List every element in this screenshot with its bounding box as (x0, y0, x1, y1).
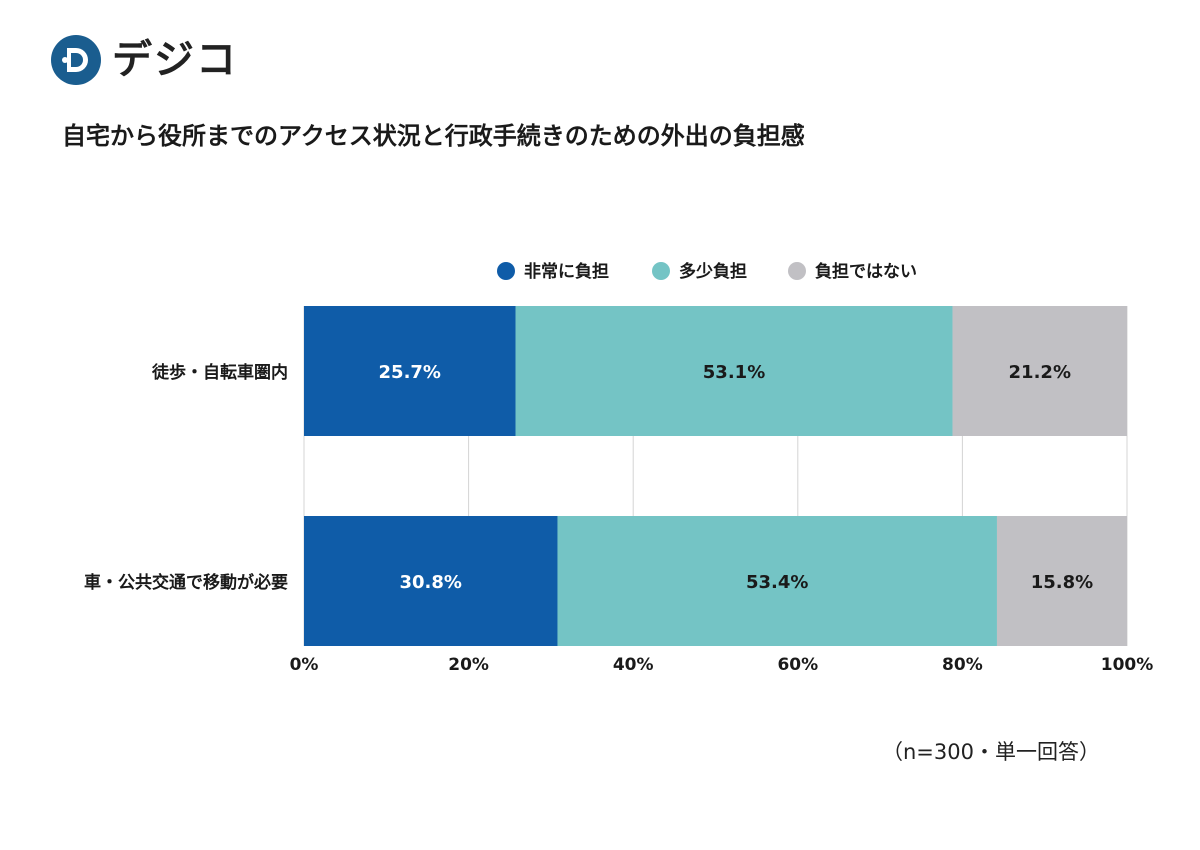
legend-marker-2 (788, 262, 806, 280)
x-tick-label-2: 40% (613, 655, 654, 675)
sample-note: （n=300・単一回答） (882, 740, 1100, 764)
data-label-1-1: 53.4% (746, 572, 808, 593)
data-label-1-0: 30.8% (400, 572, 462, 593)
bar-segment-0-0 (304, 306, 516, 436)
bar-segment-0-2 (952, 306, 1127, 436)
data-label-1-2: 15.8% (1031, 572, 1093, 593)
legend-label-1: 多少負担 (679, 261, 747, 282)
x-tick-label-0: 0% (290, 655, 319, 675)
legend-label-0: 非常に負担 (524, 261, 609, 282)
x-tick-label-4: 80% (942, 655, 983, 675)
legend-marker-0 (497, 262, 515, 280)
data-label-0-2: 21.2% (1009, 362, 1071, 383)
bar-segment-0-1 (515, 306, 953, 436)
legend-label-2: 負担ではない (815, 262, 917, 282)
x-tick-label-5: 100% (1101, 655, 1154, 675)
data-label-0-1: 53.1% (703, 362, 765, 383)
category-label-0: 徒歩・自転車圏内 (151, 362, 288, 383)
bar-segment-1-2 (996, 516, 1127, 646)
brand-logo: デジコ (50, 34, 238, 86)
logo-text: デジコ (112, 37, 238, 83)
chart-title: 自宅から役所までのアクセス状況と行政手続きのための外出の負担感 (62, 122, 805, 150)
x-tick-label-3: 60% (777, 655, 818, 675)
x-tick-label-1: 20% (448, 655, 489, 675)
data-label-0-0: 25.7% (379, 362, 441, 383)
logo-mark-icon (51, 35, 101, 85)
bar-segment-1-0 (304, 516, 558, 646)
category-label-1: 車・公共交通で移動が必要 (84, 572, 288, 593)
bar-segment-1-1 (557, 516, 997, 646)
legend-marker-1 (652, 262, 670, 280)
